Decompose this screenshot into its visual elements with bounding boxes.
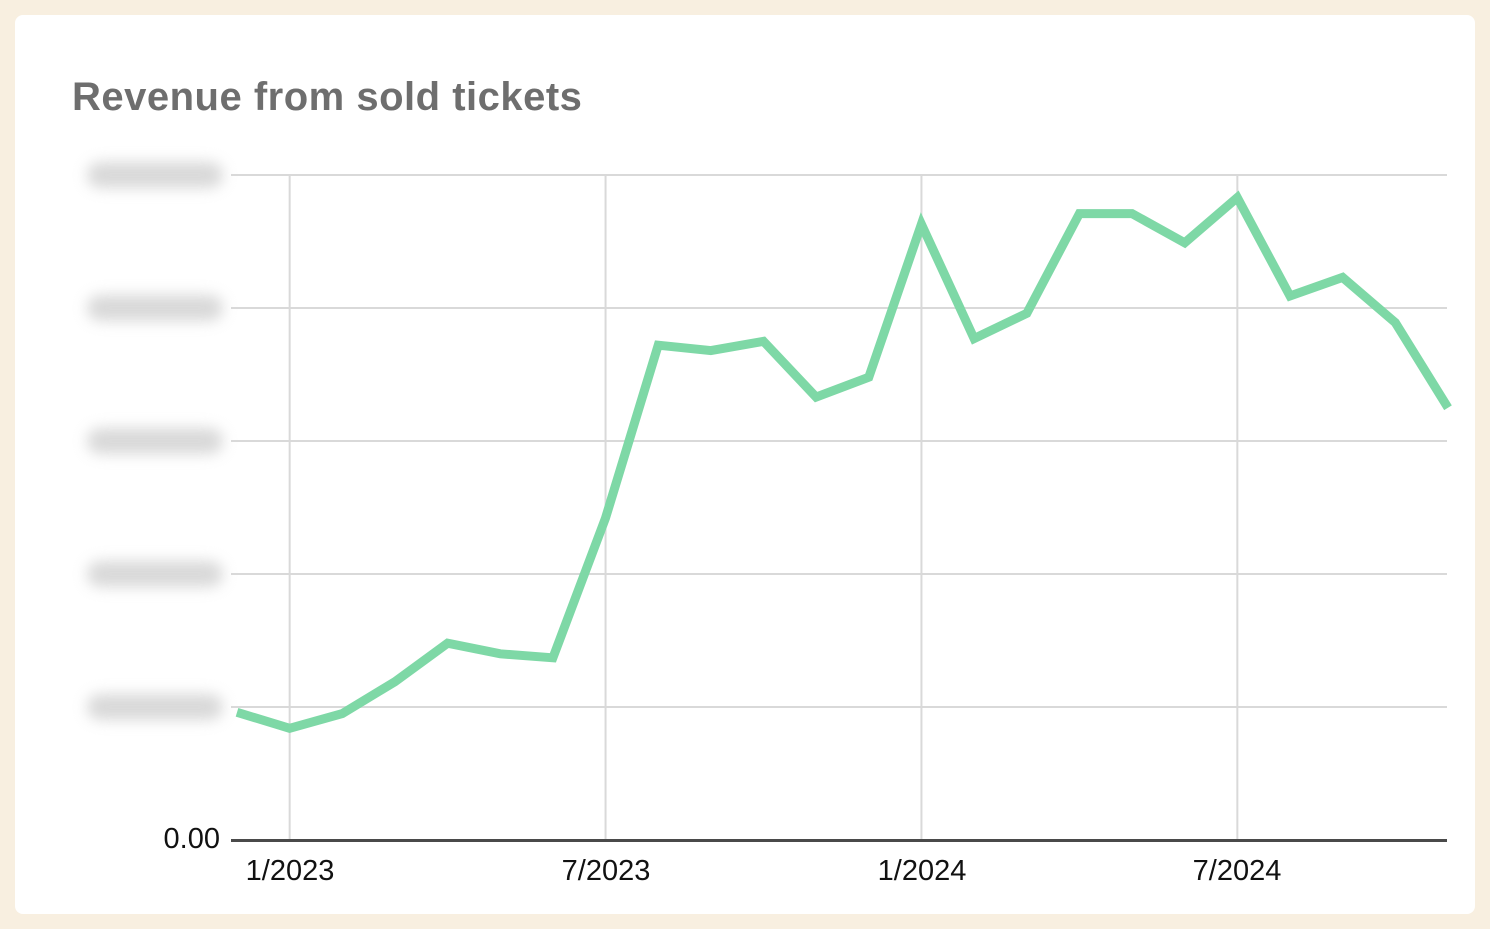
x-axis-tick-label: 1/2023 bbox=[220, 855, 360, 888]
line-chart-plot bbox=[15, 15, 1490, 944]
y-axis-redacted-label bbox=[87, 162, 223, 188]
y-axis-redacted-label bbox=[87, 694, 223, 720]
y-axis-redacted-label bbox=[87, 428, 223, 454]
y-axis-zero-label: 0.00 bbox=[110, 823, 220, 856]
x-axis-tick-label: 7/2023 bbox=[536, 855, 676, 888]
y-axis-redacted-label bbox=[87, 561, 223, 587]
revenue-series-line bbox=[237, 198, 1448, 729]
chart-card: Revenue from sold tickets 0.00 1/2023 7/… bbox=[15, 15, 1475, 914]
x-axis-tick-label: 7/2024 bbox=[1167, 855, 1307, 888]
chart-title: Revenue from sold tickets bbox=[72, 75, 582, 120]
x-axis-tick-label: 1/2024 bbox=[852, 855, 992, 888]
y-axis-redacted-label bbox=[87, 295, 223, 321]
